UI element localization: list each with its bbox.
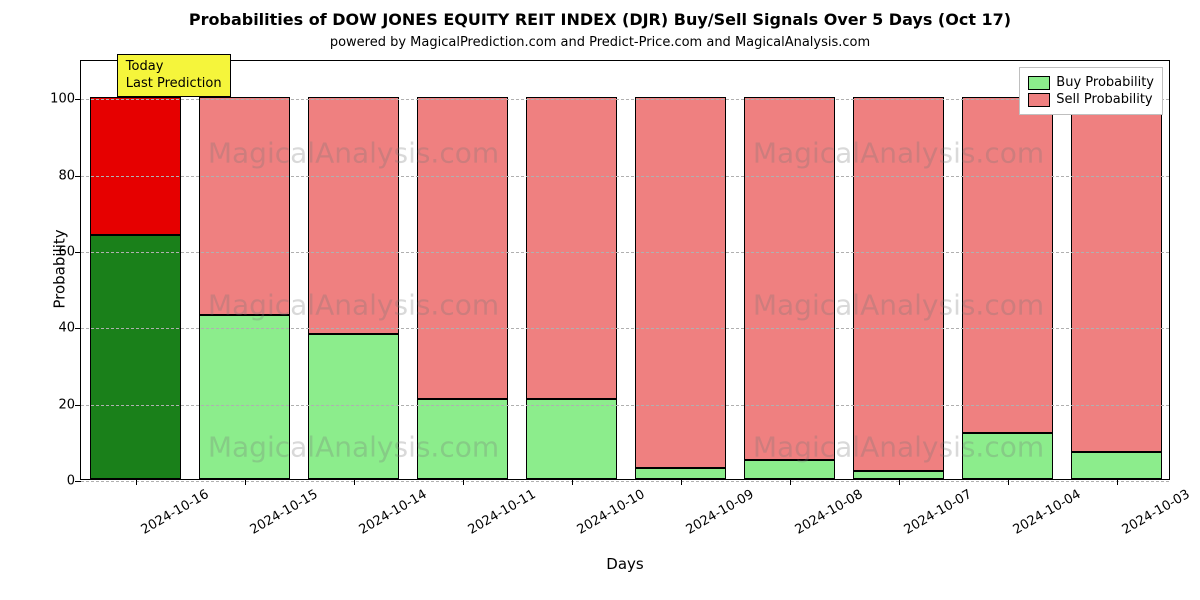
bar-buy <box>526 399 616 479</box>
xtick-mark <box>1117 479 1118 485</box>
legend-item: Buy Probability <box>1028 75 1154 90</box>
bar-buy <box>635 468 725 479</box>
bar-group <box>1071 97 1161 479</box>
legend-swatch <box>1028 76 1050 90</box>
xtick-mark <box>136 479 137 485</box>
bar-group <box>199 97 289 479</box>
ytick-mark <box>75 99 81 100</box>
bar-buy <box>744 460 834 479</box>
legend-label: Sell Probability <box>1056 92 1152 107</box>
xtick-mark <box>1008 479 1009 485</box>
ytick-mark <box>75 481 81 482</box>
xtick-mark <box>681 479 682 485</box>
bar-sell <box>1071 97 1161 452</box>
bar-group <box>90 97 180 479</box>
bar-sell <box>853 97 943 471</box>
ytick-mark <box>75 405 81 406</box>
bar-sell <box>635 97 725 467</box>
xtick-mark <box>899 479 900 485</box>
ytick-mark <box>75 252 81 253</box>
today-annotation: Today Last Prediction <box>117 54 231 97</box>
bar-buy <box>962 433 1052 479</box>
ytick-label: 80 <box>58 168 75 183</box>
legend-item: Sell Probability <box>1028 92 1154 107</box>
xtick-label: 2024-10-04 <box>1010 487 1083 538</box>
ytick-mark <box>75 176 81 177</box>
bar-buy <box>199 315 289 479</box>
xtick-mark <box>790 479 791 485</box>
ytick-label: 0 <box>67 474 75 489</box>
xtick-label: 2024-10-15 <box>247 487 320 538</box>
xtick-label: 2024-10-07 <box>901 487 974 538</box>
bar-buy <box>853 471 943 479</box>
chart-container: Probabilities of DOW JONES EQUITY REIT I… <box>0 0 1200 600</box>
x-axis-label: Days <box>80 555 1170 573</box>
bar-group <box>635 97 725 479</box>
ytick-mark <box>75 328 81 329</box>
legend-swatch <box>1028 93 1050 107</box>
gridline <box>81 405 1169 406</box>
bar-sell <box>308 97 398 334</box>
gridline <box>81 176 1169 177</box>
xtick-label: 2024-10-14 <box>356 487 429 538</box>
bar-buy <box>90 235 180 479</box>
xtick-label: 2024-10-16 <box>138 487 211 538</box>
xtick-label: 2024-10-10 <box>574 487 647 538</box>
gridline <box>81 252 1169 253</box>
bar-sell <box>526 97 616 399</box>
gridline <box>81 99 1169 100</box>
y-axis-label: Probability <box>51 229 69 308</box>
bar-sell <box>90 97 180 234</box>
ytick-label: 20 <box>58 397 75 412</box>
xtick-label: 2024-10-09 <box>683 487 756 538</box>
bar-group <box>744 97 834 479</box>
bar-sell <box>417 97 507 399</box>
bar-group <box>417 97 507 479</box>
xtick-label: 2024-10-08 <box>792 487 865 538</box>
xtick-mark <box>463 479 464 485</box>
bar-group <box>308 97 398 479</box>
bar-sell <box>199 97 289 315</box>
bars-layer <box>81 61 1169 479</box>
ytick-label: 100 <box>50 92 75 107</box>
xtick-mark <box>245 479 246 485</box>
xtick-mark <box>354 479 355 485</box>
gridline <box>81 328 1169 329</box>
bar-buy <box>308 334 398 479</box>
chart-title: Probabilities of DOW JONES EQUITY REIT I… <box>0 10 1200 29</box>
xtick-mark <box>572 479 573 485</box>
ytick-label: 40 <box>58 321 75 336</box>
bar-group <box>526 97 616 479</box>
legend: Buy Probability Sell Probability <box>1019 67 1163 115</box>
bar-group <box>853 97 943 479</box>
xtick-label: 2024-10-11 <box>465 487 538 538</box>
legend-label: Buy Probability <box>1056 75 1154 90</box>
bar-buy <box>1071 452 1161 479</box>
xtick-label: 2024-10-03 <box>1119 487 1192 538</box>
bar-buy <box>417 399 507 479</box>
plot-area: Today Last Prediction Buy ProbabilitySel… <box>80 60 1170 480</box>
chart-subtitle: powered by MagicalPrediction.com and Pre… <box>0 35 1200 50</box>
bar-sell <box>962 97 1052 433</box>
bar-group <box>962 97 1052 479</box>
